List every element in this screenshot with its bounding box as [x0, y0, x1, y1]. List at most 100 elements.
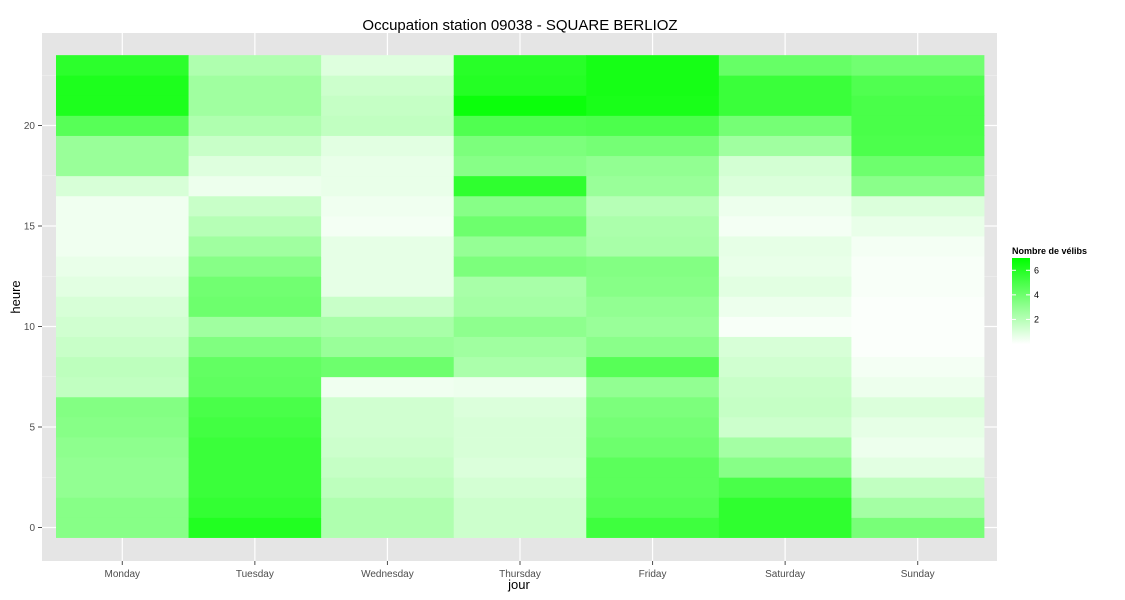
heatmap-cell [56, 115, 189, 136]
heatmap-cell [321, 75, 455, 96]
heatmap-cell [586, 215, 720, 237]
heatmap-cell [453, 95, 587, 116]
heatmap-cell [718, 215, 852, 237]
heatmap-cell [453, 175, 587, 197]
heatmap-cell [586, 517, 720, 538]
heatmap-cell [453, 155, 587, 177]
heatmap-cell [321, 256, 455, 277]
heatmap-cell [188, 316, 322, 337]
heatmap-cell [56, 336, 189, 358]
y-tick-label: 0 [29, 523, 35, 534]
legend-tick-label: 4 [1034, 290, 1039, 300]
heatmap-cell [851, 457, 985, 478]
heatmap-cell [718, 75, 852, 96]
heatmap-cell [453, 75, 587, 96]
heatmap-cell [188, 457, 322, 478]
y-axis: 0 5 10 15 20 [24, 121, 42, 534]
heatmap-cell [586, 115, 720, 136]
heatmap-cell [321, 316, 455, 337]
heatmap-cell [851, 416, 985, 438]
heatmap-cell [718, 336, 852, 358]
heatmap-cell [188, 155, 322, 177]
heatmap-cell [188, 55, 322, 76]
heatmap-cell [56, 175, 189, 197]
heatmap-cell [851, 236, 985, 257]
heatmap-cell [321, 195, 455, 217]
heatmap-cell [321, 236, 455, 257]
heatmap-cell [321, 215, 455, 237]
heatmap-cell [851, 396, 985, 418]
heatmap-cell [586, 276, 720, 297]
heatmap-cell [851, 195, 985, 217]
heatmap-cell [586, 236, 720, 257]
heatmap-cell [188, 75, 322, 96]
heatmap-cell [56, 276, 189, 297]
heatmap-cell [851, 477, 985, 498]
heatmap-cell [56, 55, 189, 76]
heatmap-cell [718, 175, 852, 197]
y-tick-label: 10 [24, 322, 36, 333]
heatmap-cell [586, 336, 720, 358]
heatmap-cell [56, 517, 189, 538]
heatmap-cell [586, 155, 720, 177]
heatmap-cell [321, 457, 455, 478]
heatmap-cell [453, 256, 587, 277]
heatmap-cell [321, 376, 455, 398]
x-axis: Monday Tuesday Wednesday Thursday Friday Satu… [104, 561, 935, 580]
legend-colorbar [1012, 258, 1030, 344]
heatmap-cell [586, 95, 720, 116]
y-tick-label: 5 [29, 423, 35, 434]
heatmap-cell [188, 215, 322, 237]
heatmap-cell [586, 457, 720, 478]
heatmap-cell [718, 517, 852, 538]
heatmap-cell [188, 356, 322, 378]
heatmap-cell [851, 135, 985, 157]
heatmap-cell [586, 75, 720, 96]
x-tick-label: Thursday [499, 569, 541, 580]
heatmap-cell [453, 477, 587, 498]
heatmap-cell [453, 276, 587, 297]
heatmap-cell [586, 477, 720, 498]
heatmap-cell [586, 135, 720, 157]
heatmap-cell [56, 75, 189, 96]
heatmap-cell [56, 316, 189, 337]
heatmap-cell [586, 396, 720, 418]
heatmap-cell [453, 517, 587, 538]
heatmap-cell [321, 437, 455, 458]
heatmap-cell [851, 115, 985, 136]
heatmap-cell [453, 55, 587, 76]
heatmap-cell [718, 497, 852, 518]
x-tick-label: Tuesday [236, 569, 274, 580]
heatmap-cell [718, 115, 852, 136]
heatmap-cell [56, 195, 189, 217]
heatmap-cell [56, 477, 189, 498]
heatmap-cell [453, 195, 587, 217]
heatmap-cell [321, 175, 455, 197]
heatmap-cell [188, 416, 322, 438]
heatmap-cell [188, 336, 322, 358]
chart-title: Occupation station 09038 - SQUARE BERLIO… [362, 17, 677, 34]
heatmap-cell [453, 135, 587, 157]
heatmap-cell [851, 336, 985, 358]
y-tick-label: 20 [24, 121, 36, 132]
heatmap-cell [718, 356, 852, 378]
heatmap-cell [851, 497, 985, 518]
heatmap-cell [188, 497, 322, 518]
heatmap-cell [188, 95, 322, 116]
x-tick-label: Friday [639, 569, 667, 580]
heatmap-cell [718, 396, 852, 418]
heatmap-cell [586, 497, 720, 518]
heatmap-cell [188, 236, 322, 257]
heatmap-cell [851, 276, 985, 297]
legend: Nombre de vélibs 2 4 6 [1012, 246, 1087, 344]
heatmap-cell [321, 517, 455, 538]
heatmap-cell [586, 175, 720, 197]
heatmap-cell [586, 55, 720, 76]
heatmap-cell [851, 437, 985, 458]
x-tick-label: Sunday [901, 569, 935, 580]
heatmap-cell [453, 316, 587, 337]
heatmap-cell [453, 296, 587, 317]
heatmap-cell [321, 416, 455, 438]
heatmap-cell [453, 497, 587, 518]
